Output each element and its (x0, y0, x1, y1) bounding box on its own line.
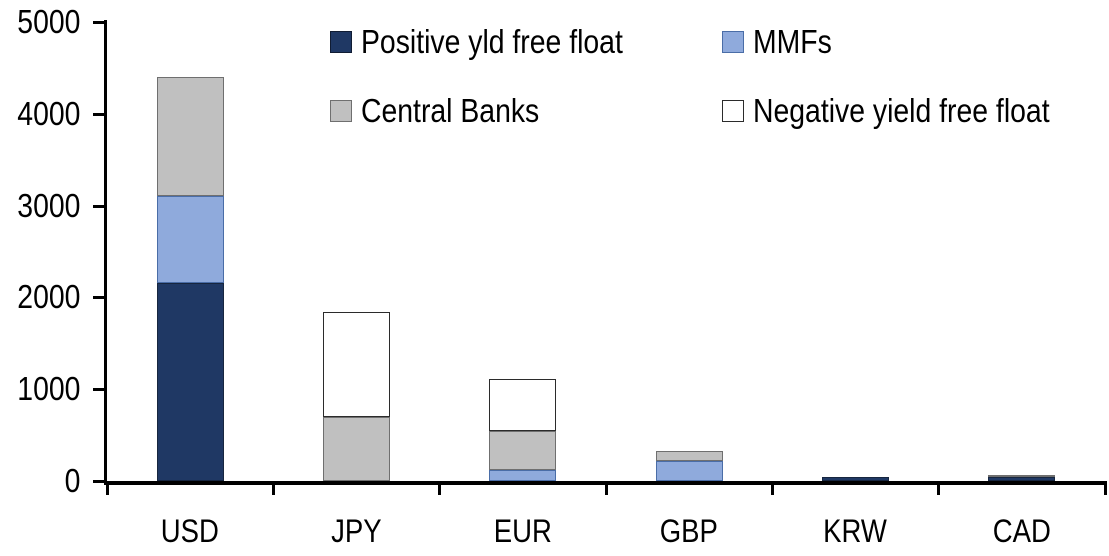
legend-swatch-negative-yield (722, 100, 744, 122)
legend-swatch-positive-yld (330, 31, 352, 53)
x-tick-0 (105, 483, 109, 495)
bar-segment-JPY-negative-yield-free-float (323, 312, 390, 417)
y-tick-label-4000: 4000 (16, 94, 80, 132)
bar-segment-EUR-mmfs (489, 469, 557, 481)
legend-label-mmfs: MMFs (753, 23, 832, 60)
x-category-label-KRW: KRW (823, 513, 888, 549)
bar-segment-EUR-negative-yield-free-float (489, 379, 557, 432)
legend-entry-central-banks: Central Banks (330, 93, 568, 129)
legend-entry-mmfs: MMFs (722, 24, 845, 60)
bar-segment-GBP-central-banks (655, 450, 723, 461)
y-tick-label-5000: 5000 (16, 3, 80, 40)
bar-segment-EUR-central-banks (489, 431, 557, 470)
bar-segment-GBP-mmfs (655, 460, 723, 481)
x-tick-2 (438, 483, 442, 495)
bar-segment-CAD-central-banks (988, 474, 1056, 477)
legend-label-positive-yld: Positive yld free float (361, 23, 623, 60)
y-tick-label-3000: 3000 (16, 186, 80, 224)
y-tick-5000 (93, 21, 105, 24)
y-tick-label-0: 0 (64, 462, 80, 499)
x-category-label-CAD: CAD (992, 513, 1051, 549)
x-tick-3 (604, 483, 608, 495)
bar-segment-JPY-central-banks (323, 416, 390, 481)
y-axis-line (104, 20, 107, 484)
x-category-label-EUR: EUR (493, 513, 552, 549)
x-tick-4 (770, 483, 774, 495)
y-tick-label-1000: 1000 (16, 370, 80, 408)
y-tick-label-2000: 2000 (16, 278, 80, 316)
y-tick-1000 (93, 388, 105, 392)
bar-segment-CAD-positive-yld-free-float (988, 476, 1056, 481)
bar-segment-USD-mmfs (156, 195, 224, 283)
bar-segment-USD-positive-yld-free-float (156, 282, 224, 481)
legend-entry-positive-yld: Positive yld free float (330, 24, 665, 60)
bar-segment-USD-central-banks (156, 77, 224, 196)
y-tick-4000 (93, 112, 105, 116)
legend-label-negative-yield: Negative yield free float (753, 92, 1050, 129)
x-tick-1 (271, 483, 275, 495)
x-category-label-JPY: JPY (331, 513, 382, 549)
bar-segment-KRW-positive-yld-free-float (822, 476, 889, 481)
x-tick-5 (937, 483, 941, 495)
y-tick-0 (93, 480, 105, 483)
x-category-label-GBP: GBP (660, 513, 719, 549)
legend-label-central-banks: Central Banks (361, 92, 540, 129)
x-category-label-USD: USD (161, 513, 220, 549)
y-tick-3000 (93, 204, 105, 208)
x-tick-6 (1103, 483, 1107, 495)
legend-entry-negative-yield: Negative yield free float (722, 93, 1098, 129)
legend-swatch-mmfs (722, 31, 744, 53)
y-tick-2000 (93, 296, 105, 300)
legend-swatch-central-banks (330, 100, 352, 122)
